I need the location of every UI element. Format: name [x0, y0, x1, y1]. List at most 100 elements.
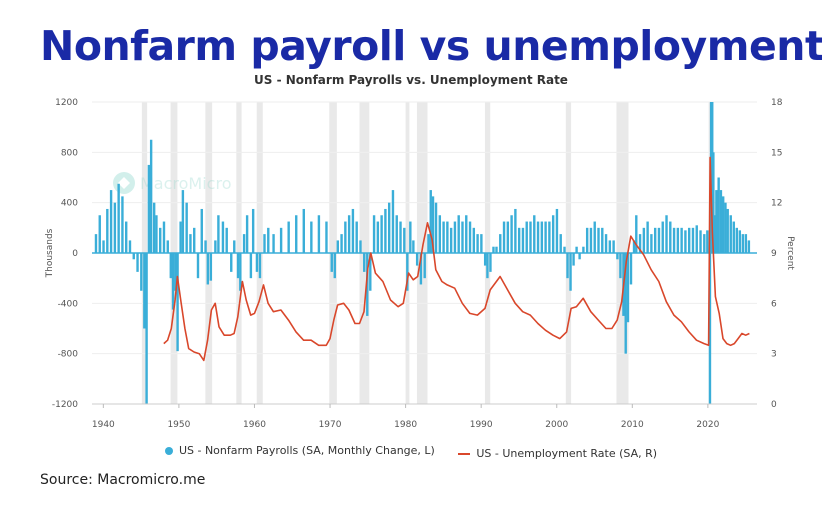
payroll-bar: [650, 234, 653, 253]
payroll-bar: [174, 253, 177, 291]
y-left-tick-label: 1200: [55, 98, 78, 108]
payroll-bar: [536, 221, 540, 253]
payroll-bar: [738, 230, 742, 253]
unemployment-line: [163, 156, 750, 362]
payroll-bar: [563, 246, 566, 253]
payroll-bar: [612, 240, 615, 253]
payroll-bar: [255, 253, 259, 272]
payroll-bar: [162, 221, 166, 253]
payroll-bar: [616, 253, 619, 260]
payroll-bar: [109, 190, 113, 253]
x-tick-label: 1970: [319, 420, 342, 430]
payroll-bar: [726, 208, 729, 253]
payroll-bar: [406, 253, 409, 291]
payroll-bar: [691, 227, 695, 253]
y-left-tick-label: 400: [61, 199, 78, 209]
y-axis-left: 1200 800 400 0 -400 -800 -1200: [52, 98, 78, 410]
x-tick-label: 1940: [92, 420, 115, 430]
legend-item-payrolls[interactable]: US - Nonfarm Payrolls (SA, Monthly Chang…: [164, 444, 435, 457]
y-right-tick-label: 9: [771, 249, 777, 259]
payroll-bar: [665, 215, 668, 253]
payroll-bar: [461, 221, 464, 253]
payroll-bar: [399, 221, 402, 253]
x-tick-label: 1960: [243, 420, 266, 430]
payroll-bar: [585, 227, 589, 253]
payroll-bar: [372, 215, 376, 253]
payroll-bar: [369, 253, 372, 291]
y-axis-right: 18 15 12 9 6 3 0: [771, 98, 783, 410]
payroll-bar: [472, 227, 476, 253]
payroll-bar: [136, 253, 139, 272]
payroll-bar: [193, 227, 196, 253]
payroll-bar: [317, 215, 321, 253]
legend-unemployment-label: US - Unemployment Rate (SA, R): [476, 447, 658, 460]
payroll-bar: [638, 234, 642, 253]
payroll-bar: [351, 208, 355, 253]
payroll-bar: [179, 221, 182, 253]
payroll-bar: [125, 221, 128, 253]
payroll-bar: [741, 234, 745, 253]
payroll-bar: [566, 253, 569, 279]
payroll-bar: [419, 253, 423, 285]
payroll-bar: [295, 215, 298, 253]
payroll-bar: [225, 227, 228, 253]
payroll-bar: [181, 190, 185, 253]
x-tick-label: 1990: [470, 420, 493, 430]
payroll-bar: [719, 190, 723, 253]
payroll-bar: [676, 227, 680, 253]
payroll-bar: [128, 240, 132, 253]
payroll-bar: [287, 221, 290, 253]
payroll-bar: [302, 208, 305, 253]
payroll-bar: [347, 215, 351, 253]
payroll-bar: [575, 246, 578, 253]
payroll-bar: [359, 240, 362, 253]
payroll-bar: [387, 202, 391, 253]
payroll-bar: [506, 221, 510, 253]
payroll-bar: [465, 215, 468, 253]
payroll-bar: [236, 253, 240, 279]
payroll-bar: [117, 183, 120, 253]
payroll-bar: [629, 253, 633, 285]
payroll-bar: [140, 253, 143, 291]
payroll-bar: [653, 227, 657, 253]
payroll-bar: [121, 196, 124, 253]
payroll-bar: [713, 215, 717, 253]
payroll-bar: [619, 253, 622, 279]
payrolls-bars: [94, 102, 751, 404]
payroll-bar: [703, 234, 706, 253]
payroll-bar: [453, 221, 457, 253]
payroll-bar: [409, 221, 412, 253]
payroll-bar: [706, 230, 709, 253]
payroll-bar: [152, 202, 156, 253]
payroll-bar: [712, 152, 715, 253]
payroll-bar: [468, 221, 472, 253]
y-right-tick-label: 12: [771, 199, 782, 209]
y-right-tick-label: 18: [771, 98, 783, 108]
payroll-bar: [544, 221, 547, 253]
legend-item-unemployment[interactable]: US - Unemployment Rate (SA, R): [458, 447, 657, 460]
payroll-bar: [429, 190, 432, 253]
x-tick-label: 1950: [167, 420, 190, 430]
payroll-bar: [333, 253, 336, 279]
payroll-bar: [559, 234, 562, 253]
payroll-bar: [340, 234, 343, 253]
payroll-bar: [608, 240, 612, 253]
payroll-bar: [680, 227, 683, 253]
payroll-bar: [732, 221, 735, 253]
x-tick-label: 1980: [394, 420, 417, 430]
y-left-tick-label: 0: [72, 249, 78, 259]
payroll-bar: [415, 253, 419, 266]
payroll-bar: [657, 227, 661, 253]
slide-title: Nonfarm payroll vs unemployment: [40, 22, 822, 70]
y-left-tick-label: -1200: [52, 400, 78, 410]
payroll-bar: [729, 215, 732, 253]
payroll-bar: [540, 221, 544, 253]
payroll-bar: [572, 253, 575, 266]
payroll-bar: [735, 227, 738, 253]
payroll-bar: [635, 215, 638, 253]
payroll-bar: [395, 215, 398, 253]
payroll-bar: [582, 246, 585, 253]
payroll-bar: [624, 253, 627, 354]
y-right-tick-label: 6: [771, 299, 777, 309]
